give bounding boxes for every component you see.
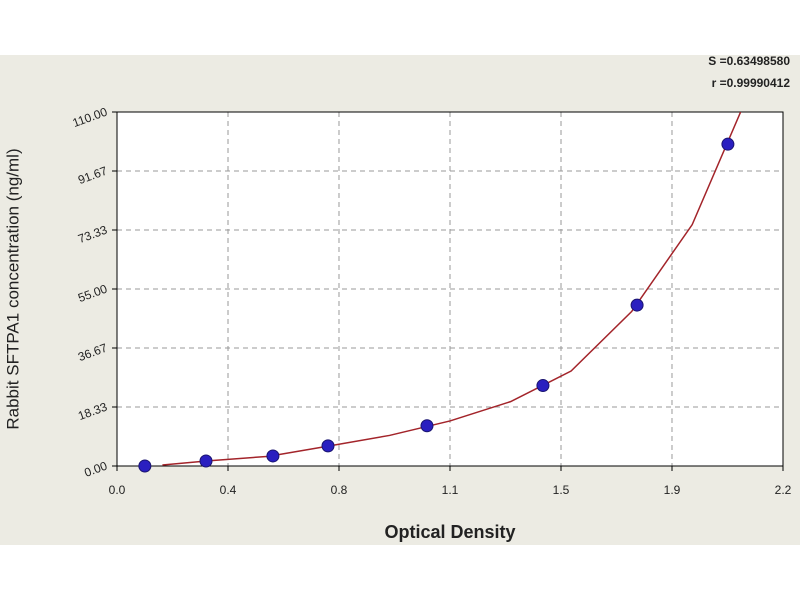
x-tick-label: 2.2 — [775, 483, 792, 497]
data-point — [420, 419, 434, 433]
y-axis-label: Rabbit SFTPA1 concentration (ng/ml) — [3, 148, 22, 429]
x-tick-label: 0.8 — [331, 483, 348, 497]
data-point — [721, 137, 735, 151]
x-tick-label: 0.0 — [109, 483, 126, 497]
data-point — [536, 379, 550, 393]
x-tick-label: 1.5 — [553, 483, 570, 497]
x-axis-label: Optical Density — [384, 522, 515, 542]
x-tick-label: 0.4 — [220, 483, 237, 497]
data-point — [138, 459, 152, 473]
x-tick-label: 1.9 — [664, 483, 681, 497]
data-point — [266, 449, 280, 463]
x-tick-label: 1.1 — [442, 483, 459, 497]
annotation: S =0.63498580 — [708, 54, 790, 68]
data-point — [321, 439, 335, 453]
plot-border — [116, 111, 784, 467]
fit-curve — [162, 112, 742, 466]
data-point — [630, 298, 644, 312]
data-point — [199, 454, 213, 468]
annotation: r =0.99990412 — [712, 76, 791, 90]
